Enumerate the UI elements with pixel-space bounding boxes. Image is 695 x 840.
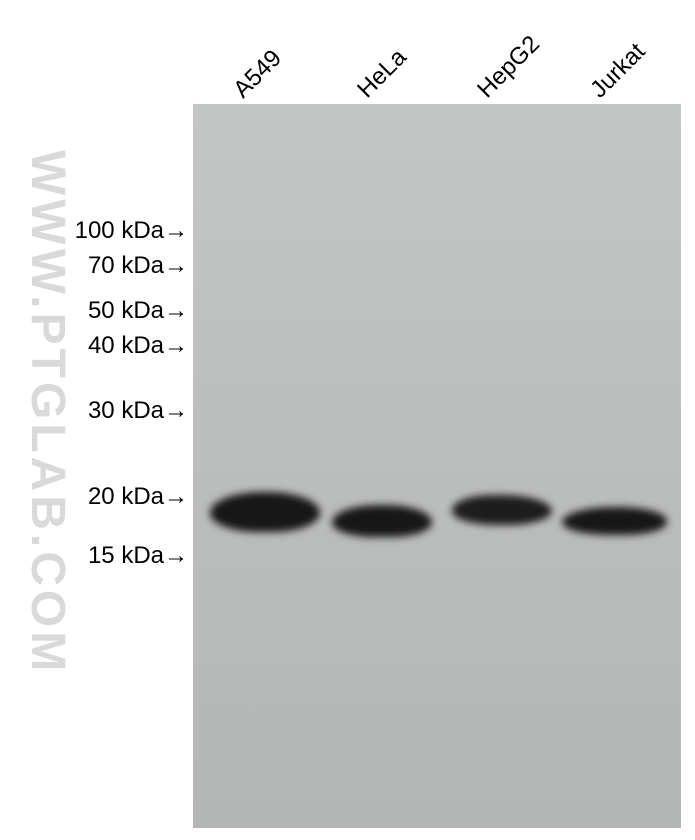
marker-text: 30 kDa bbox=[88, 397, 164, 424]
marker-text: 15 kDa bbox=[88, 542, 164, 569]
protein-band bbox=[332, 505, 432, 537]
marker-text: 100 kDa bbox=[75, 217, 164, 244]
blot-membrane bbox=[193, 104, 681, 828]
arrow-icon: → bbox=[164, 332, 188, 360]
arrow-icon: → bbox=[164, 252, 188, 280]
marker-text: 50 kDa bbox=[88, 297, 164, 324]
marker-text: 20 kDa bbox=[88, 483, 164, 510]
marker-label: 20 kDa→ bbox=[88, 483, 188, 511]
marker-text: 70 kDa bbox=[88, 252, 164, 279]
arrow-icon: → bbox=[164, 397, 188, 425]
lane-label: Jurkat bbox=[585, 38, 651, 104]
marker-label: 40 kDa→ bbox=[88, 332, 188, 360]
protein-band bbox=[452, 495, 552, 525]
lane-label: A549 bbox=[228, 45, 287, 104]
figure-container: WWW.PTGLAB.COM A549 HeLa HepG2 Jurkat 100 k… bbox=[0, 0, 695, 840]
marker-text: 40 kDa bbox=[88, 332, 164, 359]
lane-label: HepG2 bbox=[472, 30, 546, 104]
lane-label: HeLa bbox=[352, 44, 412, 104]
marker-label: 30 kDa→ bbox=[88, 397, 188, 425]
marker-label: 50 kDa→ bbox=[88, 297, 188, 325]
arrow-icon: → bbox=[164, 217, 188, 245]
protein-band bbox=[562, 507, 667, 535]
watermark-text: WWW.PTGLAB.COM bbox=[20, 150, 75, 675]
marker-label: 70 kDa→ bbox=[88, 252, 188, 280]
arrow-icon: → bbox=[164, 297, 188, 325]
protein-band bbox=[210, 492, 320, 532]
marker-label: 100 kDa→ bbox=[75, 217, 188, 245]
marker-label: 15 kDa→ bbox=[88, 542, 188, 570]
arrow-icon: → bbox=[164, 483, 188, 511]
arrow-icon: → bbox=[164, 542, 188, 570]
